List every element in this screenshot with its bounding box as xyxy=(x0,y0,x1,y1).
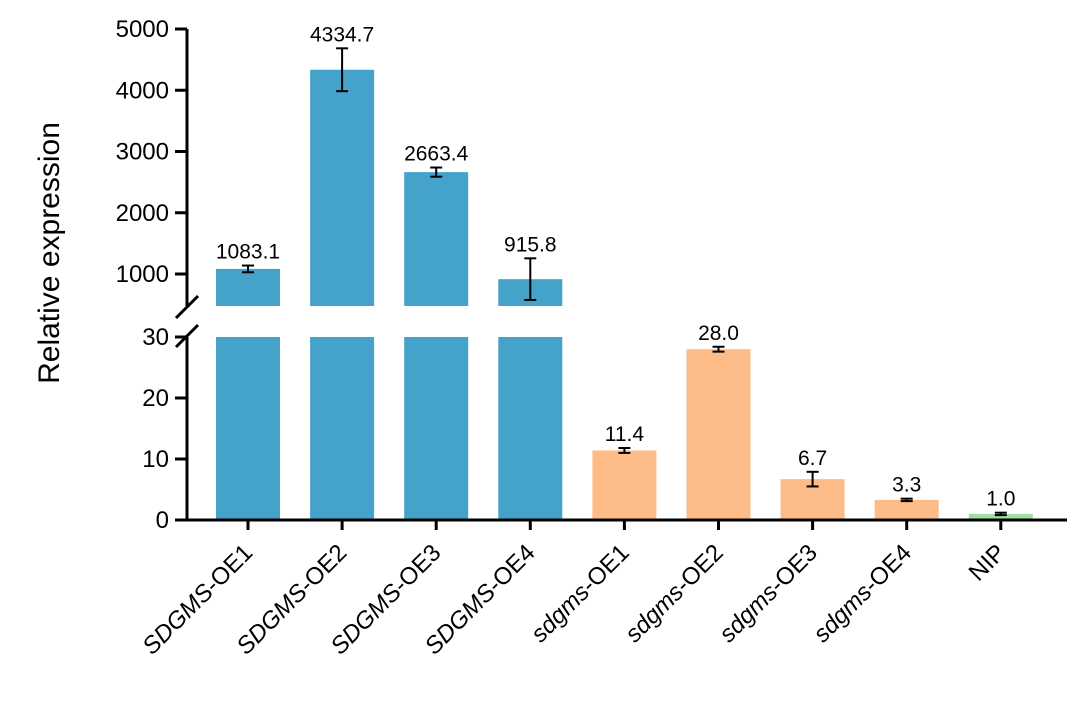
error-bar xyxy=(806,470,819,488)
value-label: 4334.7 xyxy=(310,23,374,46)
bar xyxy=(874,499,939,520)
error-bars-group xyxy=(242,47,1007,517)
y-axis-title: Relative expression xyxy=(33,122,66,384)
x-ticks-group: SDGMS-OE1SDGMS-OE2SDGMS-OE3SDGMS-OE4sdgm… xyxy=(137,520,1011,660)
bar-lower-segment xyxy=(310,337,375,520)
value-labels-group: 1083.1 4334.7 2663.4 915.8 11.4 28.0 6.7 3.3 1.0 xyxy=(216,23,1016,510)
bar-upper-segment xyxy=(216,268,280,306)
y-tick-label: 20 xyxy=(142,385,169,412)
axis-break-mark-upper xyxy=(174,294,200,320)
x-tick-label: sdgms-OE4 xyxy=(808,539,917,648)
error-bar xyxy=(618,447,631,454)
value-label: 2663.4 xyxy=(404,143,469,166)
value-label: 11.4 xyxy=(605,423,645,446)
error-bar xyxy=(900,497,913,503)
bar-lower-segment xyxy=(404,337,469,520)
value-label: 6.7 xyxy=(798,447,827,470)
bar xyxy=(592,450,657,520)
y-tick-label: 2000 xyxy=(116,200,169,227)
error-bar xyxy=(712,345,725,353)
value-label: 28.0 xyxy=(698,322,739,345)
error-bar xyxy=(430,166,443,178)
y-tick-label: 3000 xyxy=(116,139,169,166)
axes-group xyxy=(174,29,1067,522)
y-tick-label: 5000 xyxy=(116,16,169,43)
x-tick-label: sdgms-OE2 xyxy=(620,539,729,648)
error-bar xyxy=(336,47,349,93)
bar-lower-segment xyxy=(216,337,280,520)
bars-group xyxy=(216,69,1033,520)
x-tick-label: sdgms-OE3 xyxy=(714,539,823,648)
error-bar xyxy=(994,511,1007,517)
y-tick-label: 1000 xyxy=(116,261,169,288)
y-tick-label: 4000 xyxy=(116,77,169,104)
value-label: 915.8 xyxy=(504,233,557,256)
bar-lower-segment xyxy=(498,337,563,520)
bar-upper-segment xyxy=(404,172,469,306)
y-tick-label: 10 xyxy=(142,446,169,473)
bar-upper-segment xyxy=(310,69,375,306)
y-ticks-group: 0 10 20 30 1000 2000 3000 4000 5000 xyxy=(116,16,187,534)
x-tick-label: NIP xyxy=(964,539,1011,586)
bar xyxy=(686,349,751,520)
value-label: 3.3 xyxy=(892,474,921,497)
x-tick-label: sdgms-OE1 xyxy=(526,539,635,648)
value-label: 1.0 xyxy=(986,488,1015,511)
error-bar xyxy=(524,257,537,301)
value-label: 1083.1 xyxy=(216,241,280,264)
error-bar xyxy=(242,264,254,274)
y-tick-label: 0 xyxy=(156,507,169,534)
y-tick-label: 30 xyxy=(142,324,169,351)
bar xyxy=(968,513,1033,520)
